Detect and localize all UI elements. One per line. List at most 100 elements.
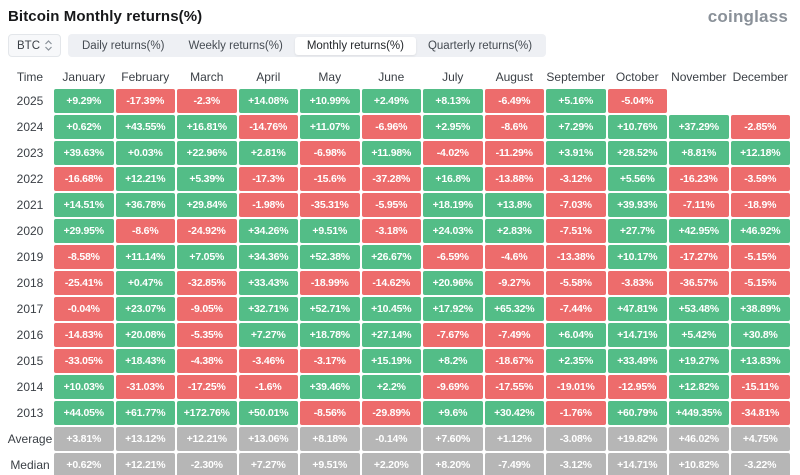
return-cell: -19.01% [546,375,606,399]
return-cell: +12.21% [115,453,175,475]
return-cell: +38.89% [730,297,790,321]
return-cell: -31.03% [115,375,175,399]
row-label: 2021 [16,198,44,212]
return-cell: +9.6% [423,401,483,425]
return-cell: +7.60% [423,427,483,451]
return-cell: -5.58% [546,271,606,295]
return-cell: +28.52% [607,141,667,165]
returns-tab-group: Daily returns(%) Weekly returns(%) Month… [68,34,547,57]
return-cell: -8.6% [115,219,175,243]
page-title: Bitcoin Monthly returns(%) [8,8,203,25]
return-cell: +13.83% [730,349,790,373]
column-header-time: Time [16,69,44,84]
return-cell: +2.2% [361,375,421,399]
row-label: 2024 [16,120,44,134]
return-cell: -8.58% [54,245,114,269]
return-cell: +12.21% [115,167,175,191]
return-cell: -6.59% [423,245,483,269]
return-cell: +14.08% [238,89,298,113]
return-cell: +4.75% [730,427,790,451]
column-header-month: May [318,69,342,84]
return-cell: +18.19% [423,193,483,217]
return-cell: +7.27% [238,453,298,475]
return-cell: +26.67% [361,245,421,269]
return-cell: -16.68% [54,167,114,191]
return-cell: -14.62% [361,271,421,295]
return-cell: +7.05% [177,245,237,269]
row-label: 2015 [16,354,44,368]
row-label: 2018 [16,276,44,290]
column-header-month: February [121,69,170,84]
return-cell: -18.9% [730,193,790,217]
return-cell: -7.49% [484,323,544,347]
return-cell: -3.46% [238,349,298,373]
tab-quarterly-returns[interactable]: Quarterly returns(%) [427,39,533,52]
return-cell: +7.27% [238,323,298,347]
return-cell: +10.03% [54,375,114,399]
column-header-month: August [495,69,533,84]
return-cell: +2.35% [546,349,606,373]
return-cell: +1.12% [484,427,544,451]
return-cell: -37.28% [361,167,421,191]
tab-daily-returns[interactable]: Daily returns(%) [82,39,165,52]
return-cell: +9.51% [300,453,360,475]
return-cell: +5.39% [177,167,237,191]
column-header-month: September [546,69,606,84]
return-cell: +0.47% [115,271,175,295]
return-cell: +46.02% [669,427,729,451]
return-cell: -0.04% [54,297,114,321]
return-cell: -11.29% [484,141,544,165]
return-cell: -7.49% [484,453,544,475]
return-cell: +20.96% [423,271,483,295]
tab-monthly-returns[interactable]: Monthly returns(%) [294,36,416,55]
return-cell: +8.18% [300,427,360,451]
tab-weekly-returns[interactable]: Weekly returns(%) [188,39,283,52]
return-cell: -7.67% [423,323,483,347]
return-cell: +42.95% [669,219,729,243]
return-cell: -8.6% [484,115,544,139]
return-cell: -15.11% [730,375,790,399]
return-cell: +7.29% [546,115,606,139]
return-cell: -17.25% [177,375,237,399]
return-cell: -33.05% [54,349,114,373]
return-cell: +5.56% [607,167,667,191]
return-cell: -6.96% [361,115,421,139]
return-cell: +449.35% [669,401,729,425]
return-cell: +2.49% [361,89,421,113]
return-cell: -13.38% [546,245,606,269]
return-cell: -2.30% [177,453,237,475]
return-cell: +0.62% [54,115,114,139]
return-cell: -17.55% [484,375,544,399]
return-cell: +13.8% [484,193,544,217]
row-label: 2019 [16,250,44,264]
return-cell: +27.14% [361,323,421,347]
return-cell: -3.17% [300,349,360,373]
row-label: Average [7,432,53,446]
return-cell: +46.92% [730,219,790,243]
return-cell: -13.88% [484,167,544,191]
return-cell: -7.03% [546,193,606,217]
return-cell: +2.81% [238,141,298,165]
return-cell: +6.04% [546,323,606,347]
return-cell: +18.43% [115,349,175,373]
return-cell: -2.85% [730,115,790,139]
return-cell: +3.81% [54,427,114,451]
return-cell: -3.08% [546,427,606,451]
chevron-up-down-icon [45,40,52,51]
return-cell: +17.92% [423,297,483,321]
return-cell: +32.71% [238,297,298,321]
return-cell: +20.08% [115,323,175,347]
coinglass-logo: coinglass [707,7,788,26]
return-cell: +65.32% [484,297,544,321]
return-cell: +2.20% [361,453,421,475]
return-cell: -35.31% [300,193,360,217]
return-cell: -3.59% [730,167,790,191]
return-cell: -8.56% [300,401,360,425]
return-cell: +29.95% [54,219,114,243]
return-cell: +3.91% [546,141,606,165]
return-cell: +29.84% [177,193,237,217]
coin-selector[interactable]: BTC [8,34,61,57]
return-cell: +16.8% [423,167,483,191]
return-cell: -4.38% [177,349,237,373]
return-cell: -14.76% [238,115,298,139]
